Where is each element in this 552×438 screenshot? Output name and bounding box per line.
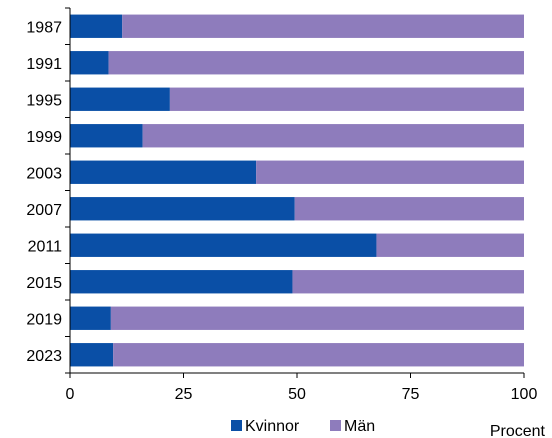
bar-kvinnor-1995 — [70, 87, 170, 111]
bar-kvinnor-1987 — [70, 14, 123, 38]
bar-man-2023 — [113, 343, 524, 367]
bar-kvinnor-2019 — [70, 306, 111, 330]
bar-man-2019 — [110, 306, 525, 330]
category-label-2023: 2023 — [26, 348, 62, 365]
x-tick-label-25: 25 — [175, 386, 193, 403]
x-tick-label-50: 50 — [288, 386, 306, 403]
bar-man-1987 — [122, 14, 525, 38]
bar-man-1991 — [108, 51, 524, 75]
category-labels: 1987 1991 1995 1999 2003 2007 2011 2015 2019 2023 — [26, 19, 62, 365]
bar-man-2007 — [294, 197, 524, 221]
category-label-2015: 2015 — [26, 275, 62, 292]
legend-label-kvinnor: Kvinnor — [245, 418, 300, 435]
bars-layer — [70, 14, 525, 367]
x-tick-label-75: 75 — [402, 386, 420, 403]
bar-kvinnor-2015 — [70, 270, 293, 294]
x-tick-label-100: 100 — [511, 386, 538, 403]
axes-layer — [65, 7, 525, 378]
bar-man-1999 — [142, 124, 524, 148]
bar-kvinnor-2023 — [70, 343, 114, 367]
legend-swatch-kvinnor — [231, 420, 242, 431]
category-label-1995: 1995 — [26, 92, 62, 109]
bar-man-2015 — [292, 270, 524, 294]
bar-man-2011 — [376, 233, 524, 257]
legend-swatch-man — [330, 420, 341, 431]
unit-label: Procent — [490, 423, 546, 438]
bar-kvinnor-1991 — [70, 51, 109, 75]
bar-man-1995 — [169, 87, 524, 111]
bar-kvinnor-2003 — [70, 160, 257, 184]
category-label-1999: 1999 — [26, 129, 62, 146]
bar-kvinnor-2011 — [70, 233, 377, 257]
category-label-2019: 2019 — [26, 311, 62, 328]
x-tick-labels: 0 25 50 75 100 — [66, 386, 538, 403]
category-label-1991: 1991 — [26, 56, 62, 73]
bar-man-2003 — [256, 160, 524, 184]
category-label-2011: 2011 — [28, 238, 63, 255]
category-label-2003: 2003 — [26, 165, 62, 182]
bar-kvinnor-1999 — [70, 124, 143, 148]
legend-label-man: Män — [344, 418, 375, 435]
category-label-2007: 2007 — [26, 202, 62, 219]
bar-kvinnor-2007 — [70, 197, 295, 221]
category-label-1987: 1987 — [26, 19, 62, 36]
legend: Kvinnor Män — [231, 418, 375, 435]
x-tick-label-0: 0 — [66, 386, 75, 403]
